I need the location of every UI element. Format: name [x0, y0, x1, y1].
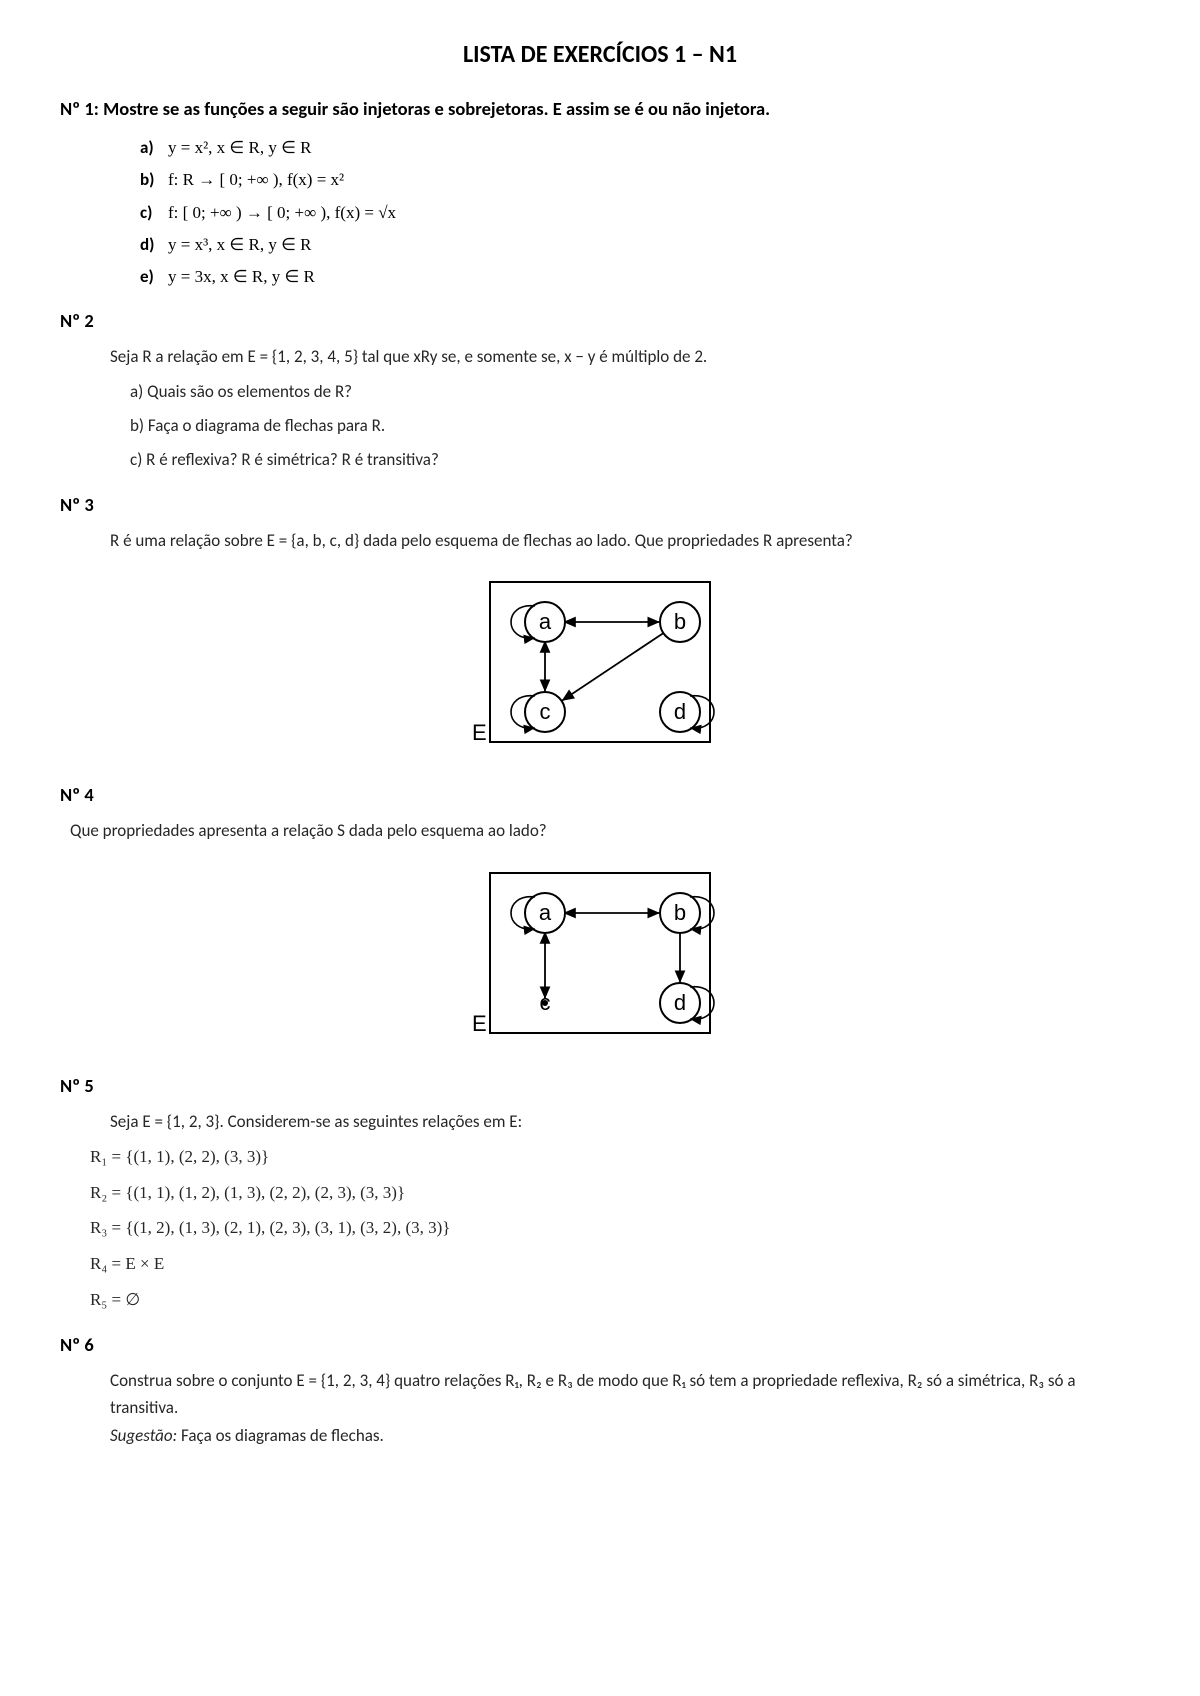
q2-head: Nº 2 — [60, 309, 1140, 332]
q2-intro: Seja R a relação em E = {1, 2, 3, 4, 5} … — [110, 344, 1140, 370]
q4-intro: Que propriedades apresenta a relação S d… — [70, 818, 1140, 844]
q6-head: Nº 6 — [60, 1333, 1140, 1356]
q5-head: Nº 5 — [60, 1074, 1140, 1097]
q1-item: a)y = x², x ∈ R, y ∈ R — [140, 132, 1140, 164]
svg-text:a: a — [539, 900, 552, 925]
q1-head: Nº 1: Mostre se as funções a seguir são … — [60, 97, 1140, 120]
q4-head: Nº 4 — [60, 783, 1140, 806]
svg-text:b: b — [674, 609, 686, 634]
q5-rel: R₁ = {(1, 1), (2, 2), (3, 3)} — [90, 1139, 1140, 1175]
q5-rel: R₅ = ∅ — [90, 1282, 1140, 1318]
sugestao-text: Faça os diagramas de flechas. — [181, 1425, 384, 1446]
q2-item: c) R é reflexiva? R é simétrica? R é tra… — [130, 443, 1140, 477]
q6-sugestao: Sugestão: Faça os diagramas de flechas. — [110, 1425, 1140, 1446]
q3-intro: R é uma relação sobre E = {a, b, c, d} d… — [110, 528, 1140, 554]
svg-text:E: E — [472, 1011, 487, 1036]
q5-rel: R₂ = {(1, 1), (1, 2), (1, 3), (2, 2), (2… — [90, 1175, 1140, 1211]
q1-item: d)y = x³, x ∈ R, y ∈ R — [140, 229, 1140, 261]
q5-rel: R₃ = {(1, 2), (1, 3), (2, 1), (2, 3), (3… — [90, 1210, 1140, 1246]
q5-rel: R₄ = E × E — [90, 1246, 1140, 1282]
page-title: LISTA DE EXERCÍCIOS 1 – N1 — [60, 40, 1140, 69]
q5-intro: Seja E = {1, 2, 3}. Considerem-se as seg… — [110, 1109, 1140, 1135]
q1-item: c)f: [ 0; +∞ ) → [ 0; +∞ ), f(x) = √x — [140, 197, 1140, 229]
svg-text:c: c — [540, 990, 551, 1015]
q5-rels: R₁ = {(1, 1), (2, 2), (3, 3)}R₂ = {(1, 1… — [90, 1139, 1140, 1317]
q1-item: e)y = 3x, x ∈ R, y ∈ R — [140, 261, 1140, 293]
q4-diagram: Ea b c d — [60, 863, 1140, 1058]
svg-text:b: b — [674, 900, 686, 925]
q2-item: a) Quais são os elementos de R? — [130, 375, 1140, 409]
q2-items: a) Quais são os elementos de R?b) Faça o… — [130, 375, 1140, 477]
svg-text:d: d — [674, 990, 686, 1015]
q1-list: a)y = x², x ∈ R, y ∈ Rb)f: R → [ 0; +∞ )… — [140, 132, 1140, 293]
svg-text:E: E — [472, 720, 487, 745]
svg-text:d: d — [674, 699, 686, 724]
q3-head: Nº 3 — [60, 493, 1140, 516]
q3-diagram: Ea b c d — [60, 572, 1140, 767]
q6-intro: Construa sobre o conjunto E = {1, 2, 3, … — [110, 1368, 1140, 1421]
svg-text:a: a — [539, 609, 552, 634]
svg-text:c: c — [540, 699, 551, 724]
sugestao-label: Sugestão: — [110, 1425, 177, 1446]
q2-item: b) Faça o diagrama de flechas para R. — [130, 409, 1140, 443]
q1-item: b)f: R → [ 0; +∞ ), f(x) = x² — [140, 164, 1140, 196]
